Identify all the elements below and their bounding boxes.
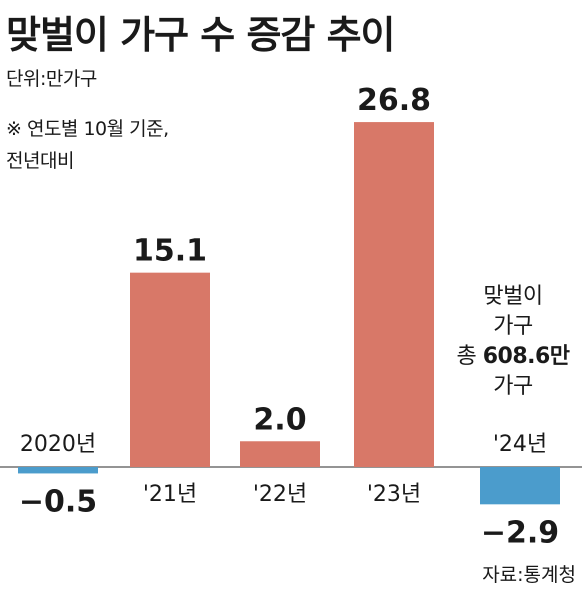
category-label-1: '21년 <box>143 482 197 507</box>
note-comparison: 전년대비 <box>6 150 74 172</box>
annotation-line-1: 맞벌이 <box>483 284 543 309</box>
unit-label: 단위:만가구 <box>6 68 97 90</box>
annotation-line-2: 가구 <box>493 314 533 339</box>
bar-2 <box>240 441 320 467</box>
category-label-2: '22년 <box>253 482 307 507</box>
value-label-1: 15.1 <box>133 234 207 269</box>
annotation-line-4: 가구 <box>493 374 533 399</box>
annotation-total-prefix: 총 <box>456 344 477 369</box>
value-label-3: 26.8 <box>357 83 431 118</box>
annotation-total-value: 608.6만 <box>482 344 570 369</box>
bar-3 <box>354 122 434 468</box>
source-label: 자료:통계청 <box>482 564 576 586</box>
value-label-4: −2.9 <box>481 515 559 550</box>
category-label-0: 2020년 <box>20 432 96 457</box>
bar-1 <box>130 272 210 467</box>
total-annotation: 맞벌이 가구 총 608.6만 가구 <box>448 282 578 402</box>
category-label-4: '24년 <box>493 432 547 457</box>
bar-4 <box>480 467 560 505</box>
value-label-0: −0.5 <box>19 484 97 519</box>
value-label-2: 2.0 <box>253 402 306 437</box>
bar-0 <box>18 467 98 474</box>
category-label-3: '23년 <box>367 482 421 507</box>
chart-title: 맞벌이 가구 수 증감 추이 <box>6 13 396 57</box>
annotation-line-3: 총 608.6만 <box>448 342 578 372</box>
note-basis: ※ 연도별 10월 기준, <box>6 118 169 140</box>
